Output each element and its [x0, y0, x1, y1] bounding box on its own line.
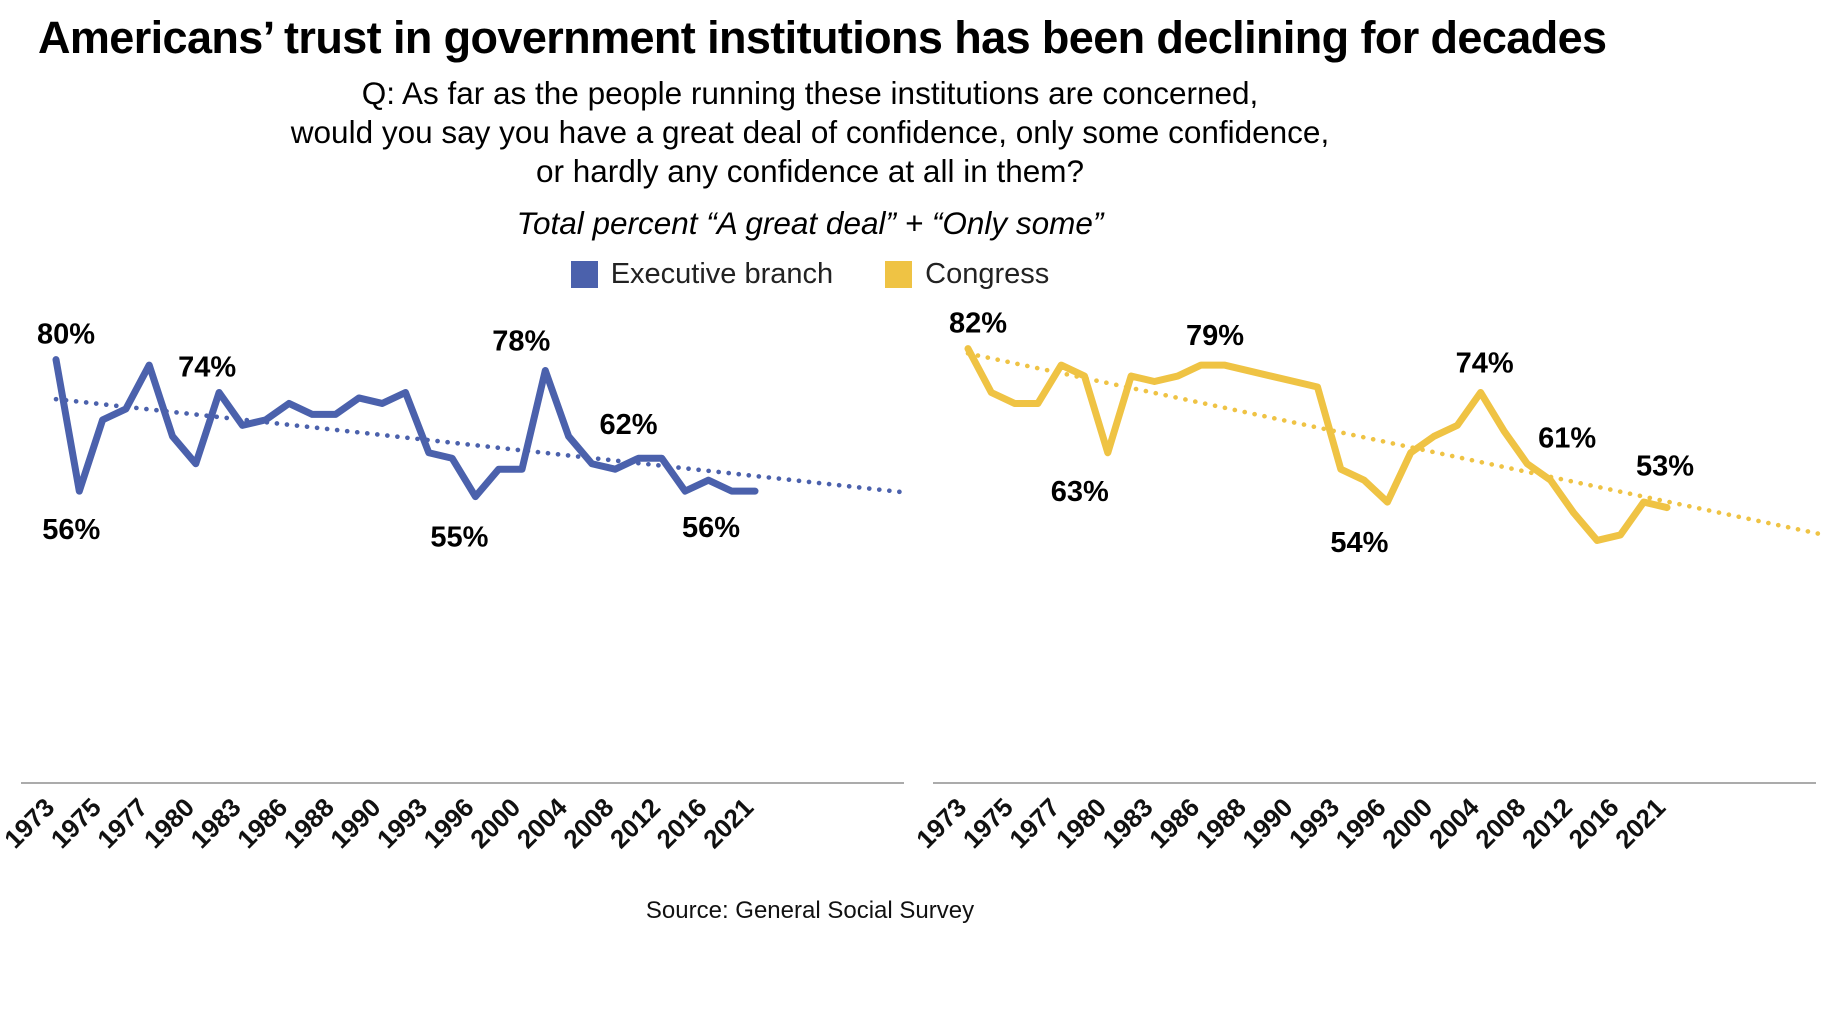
trend-line [53, 396, 909, 496]
x-tick-label: 1975 [45, 792, 107, 854]
x-tick-label: 1986 [1143, 792, 1205, 854]
x-tick-label: 2004 [511, 792, 573, 854]
x-tick-label: 1973 [918, 792, 972, 854]
chart-legend: Executive branch Congress [0, 258, 1620, 291]
x-tick-label: 1993 [371, 792, 433, 854]
congress-chart: 1973197519771980198319861988199019931996… [918, 308, 1821, 854]
data-line [52, 356, 759, 501]
data-line [964, 345, 1671, 545]
x-tick-label: 1993 [1283, 792, 1345, 854]
x-tick-label: 2016 [1563, 792, 1625, 854]
legend-label-executive-branch: Executive branch [610, 258, 834, 291]
trend-line [965, 351, 1821, 537]
survey-question-line-3: or hardly any confidence at all in them? [535, 153, 1085, 190]
value-annotation: 62% [599, 409, 657, 441]
value-annotation: 82% [949, 308, 1007, 340]
legend-label-congress: Congress [925, 258, 1050, 291]
value-annotation: 56% [42, 514, 100, 546]
value-annotation: 55% [430, 522, 488, 554]
value-annotation: 79% [1186, 320, 1244, 352]
x-tick-label: 2021 [697, 792, 759, 854]
x-tick-label: 1990 [1236, 792, 1298, 854]
value-annotation: 78% [492, 326, 550, 358]
page-title: Americans’ trust in government instituti… [38, 12, 1607, 63]
value-annotation: 61% [1538, 423, 1596, 455]
chart-subtitle: Total percent “A great deal” + “Only som… [516, 205, 1104, 242]
x-tick-label: 1975 [957, 792, 1019, 854]
x-tick-label: 1996 [418, 792, 480, 854]
x-tick-label: 1996 [1330, 792, 1392, 854]
x-tick-label: 2012 [604, 792, 666, 854]
x-tick-label: 1986 [231, 792, 293, 854]
x-tick-label: 2021 [1609, 792, 1671, 854]
value-annotation: 80% [37, 319, 95, 351]
survey-question: Q: As far as the people running these in… [0, 74, 1620, 191]
x-tick-label: 2012 [1516, 792, 1578, 854]
value-annotation: 53% [1636, 451, 1694, 483]
x-tick-label: 1988 [1190, 792, 1252, 854]
source-note: Source: General Social Survey [645, 897, 975, 925]
x-tick-label: 1988 [278, 792, 340, 854]
survey-question-line-2: would you say you have a great deal of c… [290, 114, 1330, 151]
x-tick-label: 1977 [91, 792, 153, 854]
chart-header: Q: As far as the people running these in… [0, 74, 1620, 291]
survey-question-line-1: Q: As far as the people running these in… [361, 75, 1259, 111]
congress-swatch-icon [885, 261, 913, 289]
x-tick-label: 1980 [138, 792, 200, 854]
x-tick-label: 1990 [324, 792, 386, 854]
value-annotation: 63% [1051, 476, 1109, 508]
value-annotation: 54% [1330, 527, 1388, 559]
x-tick-label: 2016 [651, 792, 713, 854]
x-tick-label: 1977 [1003, 792, 1065, 854]
x-tick-label: 1980 [1050, 792, 1112, 854]
executive-branch-chart: 1973197519771980198319861988199019931996… [6, 319, 909, 854]
value-annotation: 56% [682, 512, 740, 544]
executive-branch-swatch-icon [570, 261, 598, 289]
charts-row: 1973 1975 1977 1980 1983 1986 1988 1990 1993 1996… [0, 293, 1829, 893]
legend-item-congress: Congress [885, 258, 1049, 291]
x-tick-label: 2008 [557, 792, 619, 854]
x-tick-label: 2000 [464, 792, 526, 854]
x-tick-label: 2000 [1376, 792, 1438, 854]
x-tick-label: 1983 [185, 792, 247, 854]
value-annotation: 74% [1456, 348, 1514, 380]
legend-item-executive-branch: Executive branch [570, 258, 834, 291]
value-annotation: 74% [178, 352, 236, 384]
x-tick-label: 1983 [1097, 792, 1159, 854]
x-tick-label: 2004 [1423, 792, 1485, 854]
x-tick-label: 1973 [6, 792, 60, 854]
x-tick-label: 2008 [1469, 792, 1531, 854]
